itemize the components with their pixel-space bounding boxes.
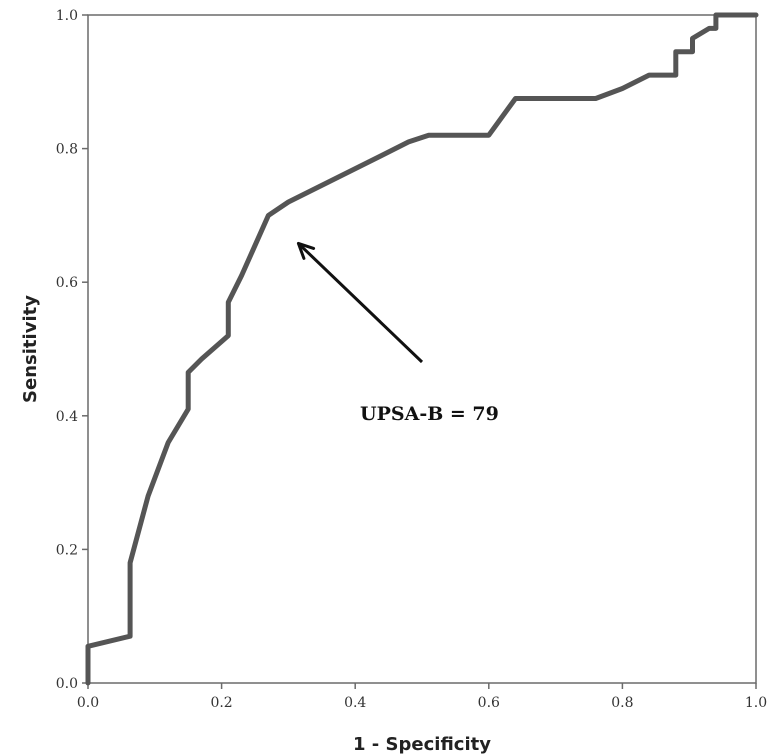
y-tick-label: 1.0	[56, 8, 78, 24]
x-tick-label: 0.6	[478, 695, 500, 711]
y-tick-label: 0.0	[56, 676, 78, 692]
roc-curve-line	[85, 12, 759, 686]
x-tick-label: 0.8	[611, 695, 633, 711]
x-axis-ticks	[87, 683, 757, 689]
x-tick-label: 0.0	[77, 695, 99, 711]
x-tick-label: 0.2	[210, 695, 232, 711]
y-tick-label: 0.8	[56, 142, 78, 158]
annotation-label: UPSA-B = 79	[360, 403, 499, 425]
x-axis-tick-labels: 0.0 0.2 0.4 0.6 0.8 1.0	[77, 695, 767, 711]
annotation-arrowhead	[296, 241, 316, 260]
y-tick-label: 0.6	[56, 275, 78, 291]
x-tick-label: 0.4	[344, 695, 366, 711]
y-axis-ticks	[82, 14, 88, 684]
x-axis-label: 1 - Specificity	[353, 734, 491, 755]
y-axis-label: Sensitivity	[20, 295, 41, 403]
y-tick-label: 0.2	[56, 542, 78, 558]
annotation-arrow	[297, 242, 424, 364]
plot-frame	[87, 14, 757, 684]
y-tick-label: 0.4	[56, 409, 78, 425]
y-axis-tick-labels: 0.0 0.2 0.4 0.6 0.8 1.0	[56, 8, 78, 692]
x-tick-label: 1.0	[745, 695, 767, 711]
